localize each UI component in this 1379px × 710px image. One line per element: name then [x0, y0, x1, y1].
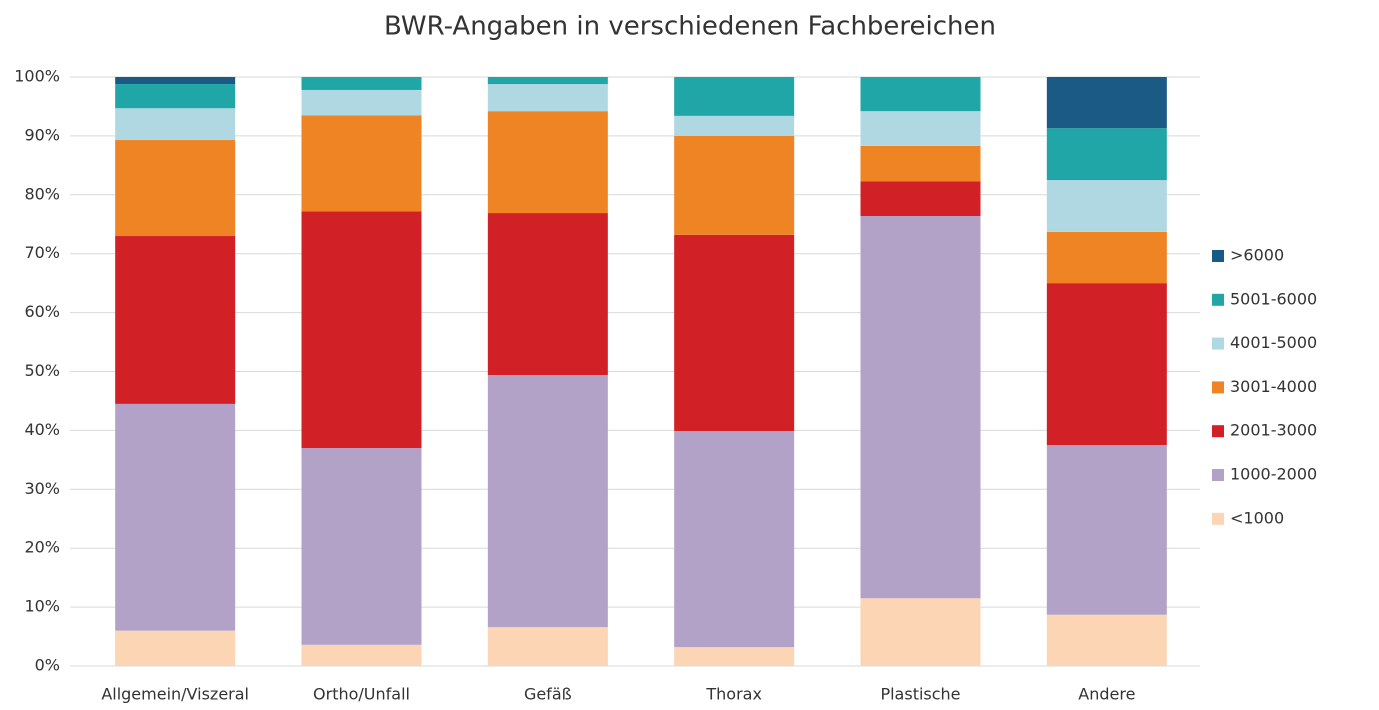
bar-segment — [487, 213, 608, 376]
bar-segment — [301, 211, 422, 449]
bar-segment — [115, 403, 236, 631]
bar-segment — [301, 448, 422, 645]
y-tick-label: 60% — [24, 302, 60, 321]
x-tick-label: Plastische — [880, 685, 960, 704]
bar-segment — [860, 145, 981, 182]
bar-segment — [674, 115, 795, 136]
y-tick-label: 40% — [24, 420, 60, 439]
legend-swatch — [1212, 250, 1224, 262]
bar-segment — [115, 236, 236, 404]
legend-swatch — [1212, 469, 1224, 481]
chart-title: BWR-Angaben in verschiedenen Fachbereich… — [384, 12, 996, 42]
bar-segment — [1046, 614, 1167, 666]
bar-segment — [115, 84, 236, 109]
y-tick-label: 10% — [24, 597, 60, 616]
legend-label: 3001-4000 — [1230, 377, 1317, 396]
bar-segment — [1046, 77, 1167, 129]
legend-label: 4001-5000 — [1230, 333, 1317, 352]
bar-segment — [674, 234, 795, 431]
bar-segment — [674, 77, 795, 116]
y-tick-label: 50% — [24, 361, 60, 380]
bar-segment — [487, 375, 608, 628]
bar-segment — [860, 181, 981, 217]
y-tick-label: 80% — [24, 184, 60, 203]
bar-segment — [487, 77, 608, 85]
y-tick-label: 70% — [24, 243, 60, 262]
bar-segment — [301, 115, 422, 212]
bar-segment — [1046, 231, 1167, 284]
bar-segment — [487, 84, 608, 112]
bar-segment — [115, 77, 236, 85]
bar-segment — [487, 627, 608, 666]
legend-swatch — [1212, 381, 1224, 394]
bar-segment — [674, 135, 795, 235]
x-tick-label: Ortho/Unfall — [313, 685, 410, 704]
y-tick-label: 0% — [35, 656, 60, 675]
x-tick-label: Andere — [1078, 685, 1135, 704]
bar-segment — [115, 108, 236, 141]
bar-segment — [674, 647, 795, 666]
x-tick-label: Gefäß — [524, 685, 572, 704]
y-tick-label: 90% — [24, 125, 60, 144]
legend-label: 5001-6000 — [1230, 289, 1317, 308]
bar-segment — [1046, 180, 1167, 232]
legend-label: >6000 — [1230, 246, 1284, 265]
legend-swatch — [1212, 512, 1224, 525]
bar-segment — [115, 630, 236, 666]
x-tick-label: Allgemein/Viszeral — [101, 685, 249, 704]
legend-label: <1000 — [1230, 508, 1284, 527]
legend-swatch — [1212, 293, 1224, 306]
bar-segment — [1046, 283, 1167, 446]
bar-segment — [860, 216, 981, 599]
bar-segment — [487, 111, 608, 214]
bar-segment — [860, 598, 981, 666]
y-tick-label: 30% — [24, 479, 60, 498]
legend-swatch — [1212, 337, 1224, 350]
bar-segment — [115, 140, 236, 237]
bar-segment — [301, 89, 422, 116]
bar-segment — [1046, 445, 1167, 615]
x-tick-label: Thorax — [705, 685, 762, 704]
y-tick-label: 100% — [14, 67, 60, 86]
bar-segment — [674, 430, 795, 648]
y-tick-label: 20% — [24, 538, 60, 557]
bar-segment — [301, 77, 422, 90]
legend-label: 2001-3000 — [1230, 421, 1317, 440]
bar-segment — [860, 77, 981, 112]
bar-segment — [860, 111, 981, 146]
bar-segment — [301, 644, 422, 666]
bar-segment — [1046, 128, 1167, 181]
legend-label: 1000-2000 — [1230, 465, 1317, 484]
legend-swatch — [1212, 425, 1224, 438]
